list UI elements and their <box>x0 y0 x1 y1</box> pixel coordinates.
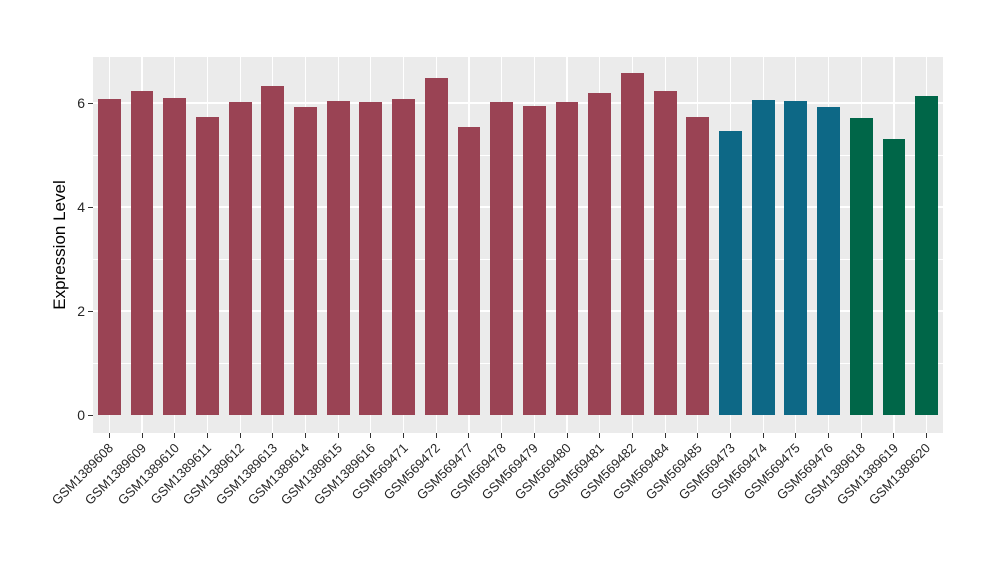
bar-GSM569473 <box>719 131 742 415</box>
x-axis-tick <box>435 433 437 438</box>
x-axis-tick <box>206 433 208 438</box>
plot-panel <box>93 57 943 433</box>
x-axis-tick <box>272 433 274 438</box>
bar-GSM569476 <box>817 107 840 415</box>
bar-GSM569485 <box>686 116 710 415</box>
y-tick-label: 0 <box>77 407 85 423</box>
x-axis-tick <box>926 433 928 438</box>
x-axis-tick <box>239 433 241 438</box>
x-axis-tick <box>501 433 503 438</box>
bar-GSM1389612 <box>228 102 252 415</box>
bar-GSM1389618 <box>849 118 873 415</box>
x-axis-tick <box>370 433 372 438</box>
x-axis-tick <box>860 433 862 438</box>
y-tick-label: 4 <box>77 199 85 215</box>
x-axis-tick <box>795 433 797 438</box>
y-axis-tick <box>88 414 93 416</box>
bar-GSM1389615 <box>326 100 350 415</box>
x-axis-tick <box>762 433 764 438</box>
bar-GSM1389613 <box>261 85 285 415</box>
bar-GSM569479 <box>522 106 546 415</box>
x-axis-tick <box>174 433 176 438</box>
bar-GSM569478 <box>490 101 514 415</box>
bar-GSM1389619 <box>882 139 906 415</box>
x-axis-tick <box>631 433 633 438</box>
bar-GSM569477 <box>457 127 481 415</box>
bar-GSM569472 <box>424 78 448 415</box>
x-axis-tick <box>305 433 306 438</box>
bar-GSM569481 <box>588 92 612 415</box>
major-gridline <box>93 310 943 312</box>
major-gridline <box>93 206 943 208</box>
y-axis-title: Expression Level <box>50 180 69 310</box>
x-axis-tick <box>468 433 470 438</box>
bar-GSM569480 <box>555 102 579 415</box>
y-axis-tick <box>88 102 93 104</box>
bar-GSM569474 <box>751 99 775 415</box>
x-axis-tick <box>599 433 601 438</box>
bar-GSM569475 <box>784 100 808 415</box>
x-axis-tick <box>108 433 110 438</box>
y-tick-label: 2 <box>77 303 85 319</box>
bar-GSM1389610 <box>163 97 187 415</box>
minor-gridline <box>93 362 943 364</box>
x-axis-tick <box>828 433 830 438</box>
minor-gridline <box>93 258 943 260</box>
bar-GSM1389608 <box>97 98 121 415</box>
bar-GSM1389616 <box>359 102 383 415</box>
x-axis-tick <box>566 433 568 438</box>
y-tick-label: 6 <box>77 95 85 111</box>
bar-GSM1389609 <box>130 90 154 415</box>
minor-gridline <box>93 154 943 156</box>
x-axis-tick <box>664 433 666 438</box>
bar-GSM569484 <box>653 90 677 415</box>
bar-GSM569482 <box>620 72 644 415</box>
x-axis-tick <box>730 433 731 438</box>
bar-GSM1389620 <box>915 96 939 415</box>
x-axis-tick <box>697 433 699 438</box>
x-axis-tick <box>337 433 339 438</box>
x-axis-tick <box>893 433 895 438</box>
x-axis-tick <box>403 433 405 438</box>
x-axis-tick <box>533 433 535 438</box>
bar-GSM569471 <box>392 98 415 415</box>
major-gridline <box>93 102 943 104</box>
bar-GSM1389611 <box>195 117 219 415</box>
bar-GSM1389614 <box>294 106 317 415</box>
y-axis-tick <box>88 310 93 312</box>
x-axis-tick <box>141 433 143 438</box>
y-axis-tick <box>88 206 93 208</box>
